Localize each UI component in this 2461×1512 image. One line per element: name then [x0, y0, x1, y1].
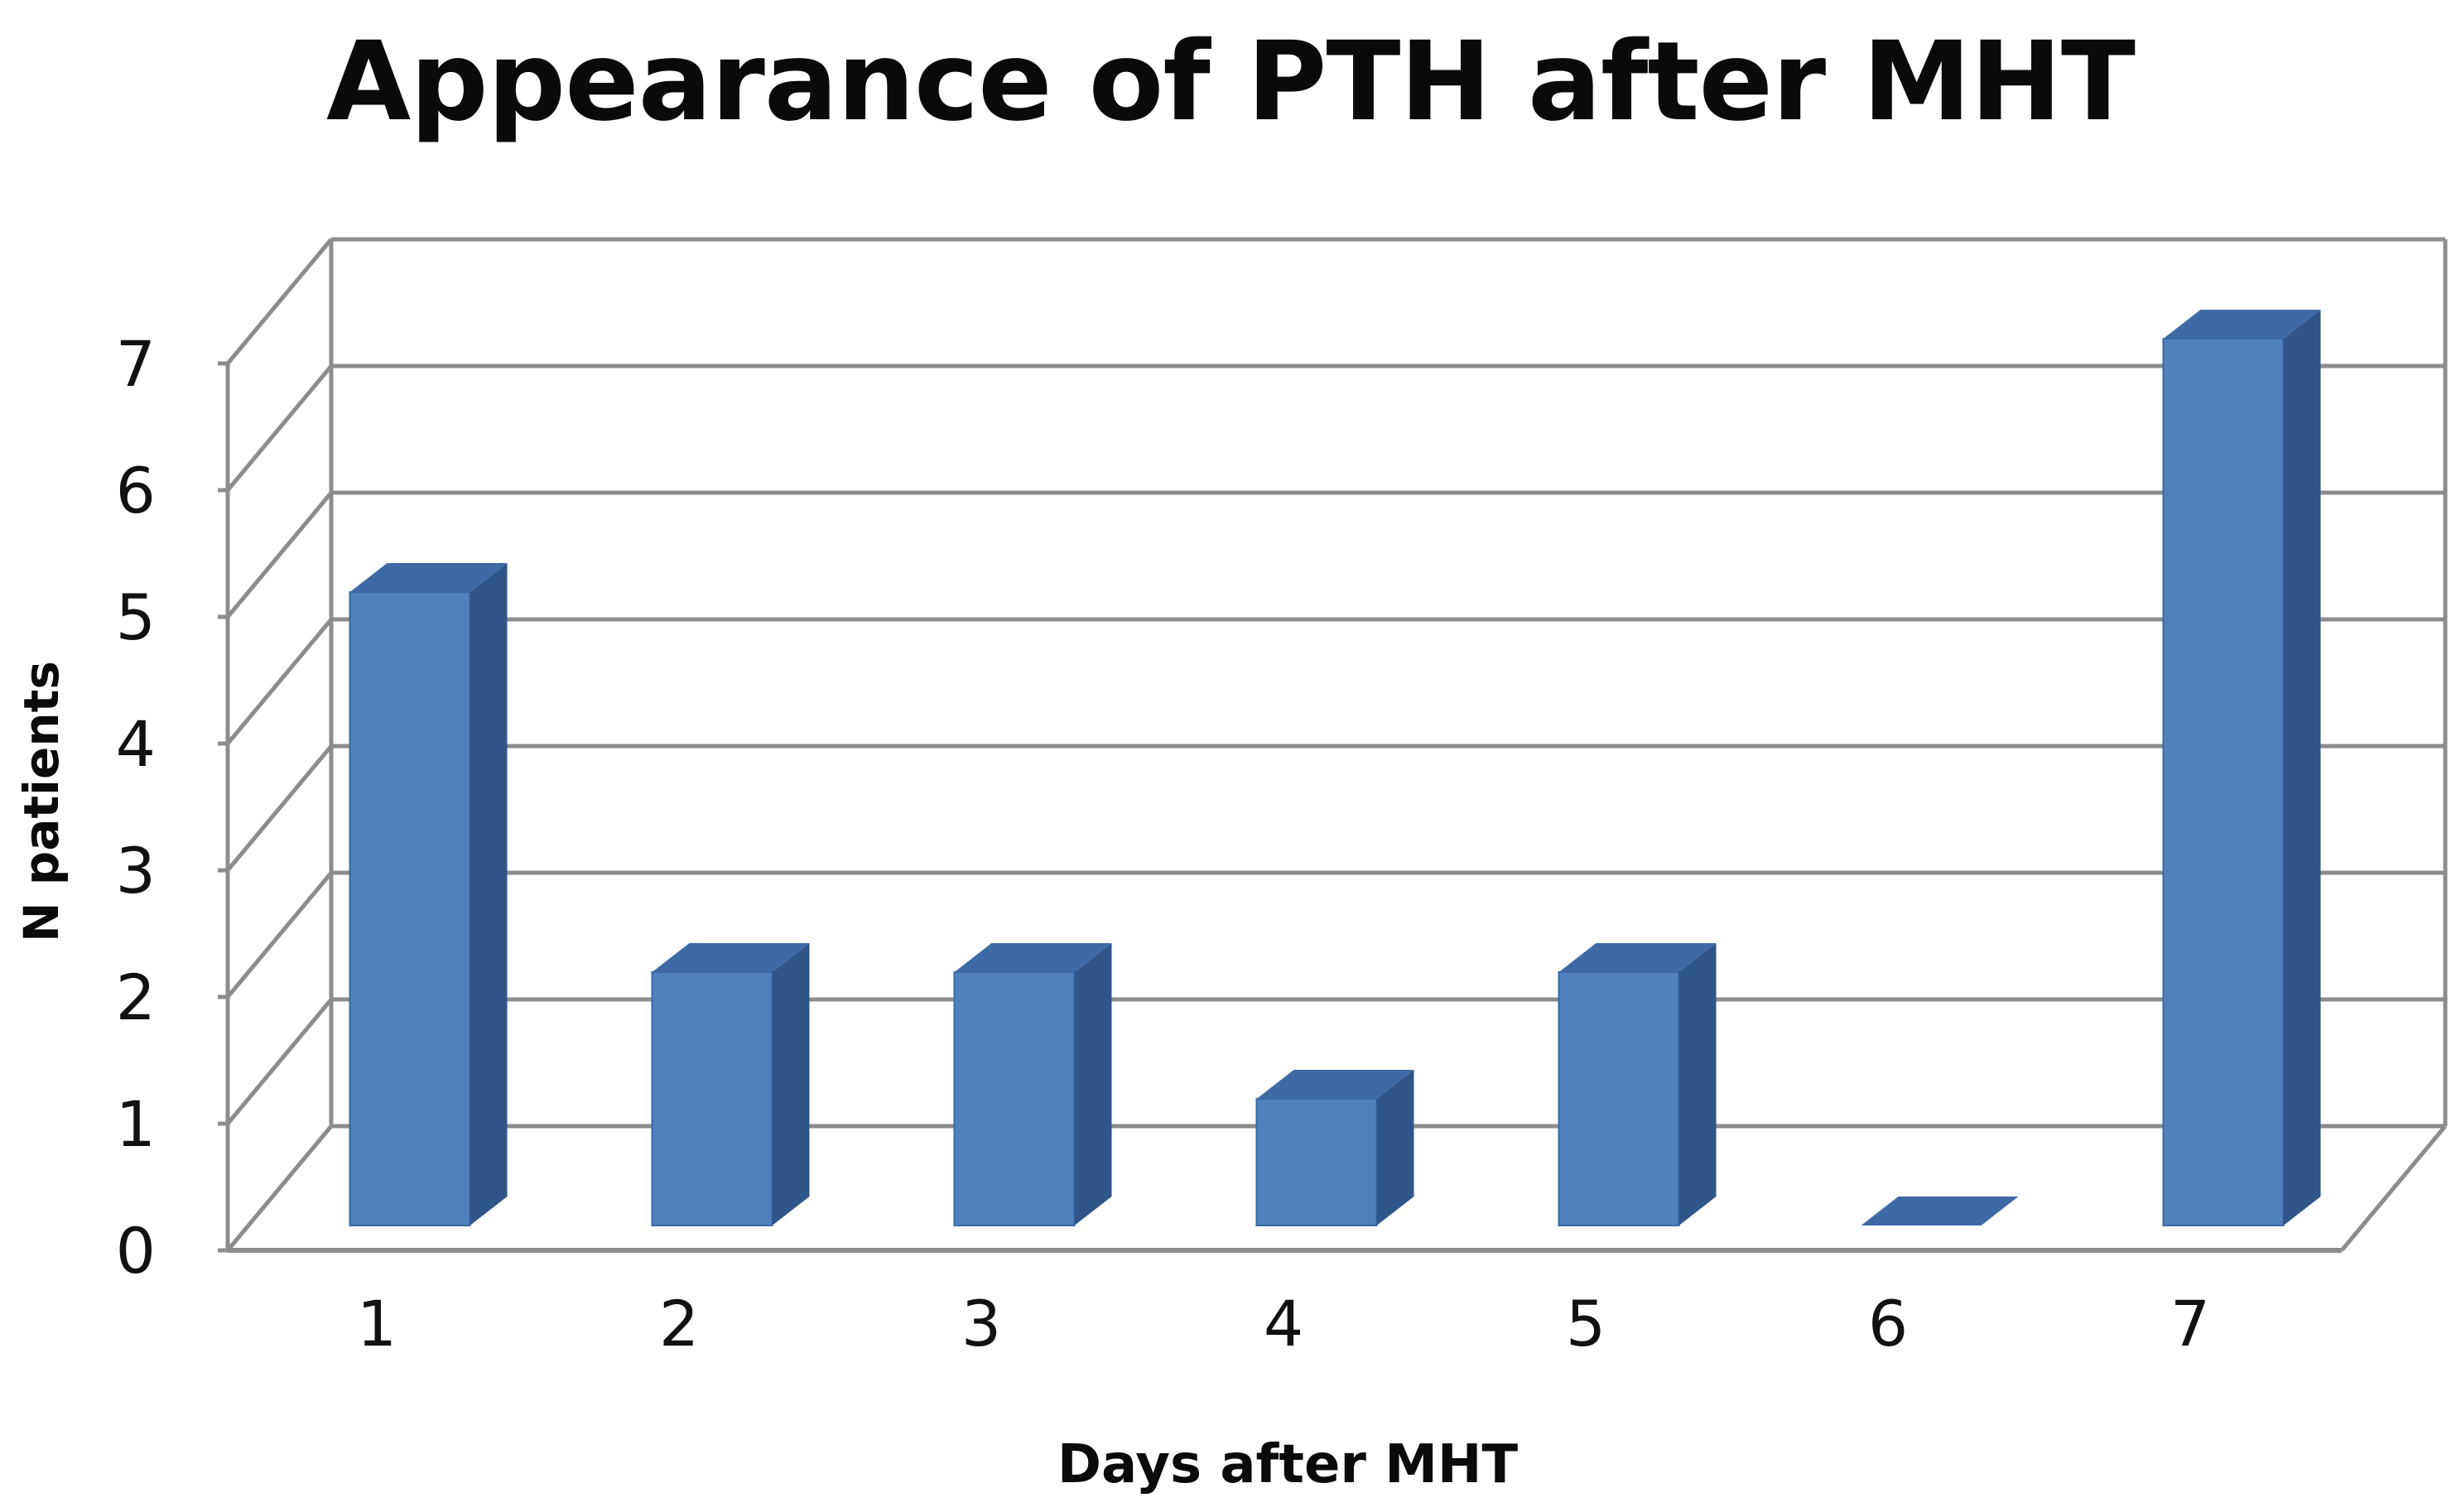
bar — [349, 563, 508, 1226]
bar-front — [651, 971, 773, 1226]
chart-grid — [218, 237, 2448, 1253]
bar — [651, 943, 810, 1226]
gridline-depth — [226, 871, 333, 999]
x-axis-label: Days after MHT — [1057, 1434, 1519, 1495]
bar-front — [349, 591, 471, 1226]
y-tick-label: 1 — [116, 1087, 156, 1161]
x-tick-label: 2 — [659, 1287, 699, 1360]
gridline-depth — [226, 491, 333, 619]
x-axis-ticks: 1 2 3 4 5 6 7 — [357, 1287, 2210, 1360]
y-tick-label: 0 — [116, 1214, 156, 1288]
gridline-depth — [226, 1124, 333, 1252]
bar-top — [1861, 1197, 2019, 1225]
gridline-depth — [226, 238, 333, 365]
x-tick-label: 5 — [1566, 1287, 1606, 1360]
bar-side — [470, 563, 508, 1225]
y-tick-label: 5 — [116, 580, 156, 654]
x-tick-label: 7 — [2170, 1287, 2210, 1360]
gridline-depth — [226, 998, 333, 1125]
x-tick-label: 3 — [961, 1287, 1001, 1360]
bar-top — [349, 563, 508, 592]
bar-front — [953, 971, 1076, 1226]
bar-side — [1376, 1070, 1414, 1225]
bar-front — [1255, 1098, 1378, 1226]
y-tick-label: 3 — [116, 834, 156, 908]
x-tick-label: 6 — [1868, 1287, 1908, 1360]
y-tick-label: 2 — [116, 961, 156, 1034]
chart-title: Appearance of PTH after MHT — [326, 18, 2136, 146]
y-tick-label: 4 — [116, 707, 156, 781]
bar — [1558, 943, 1717, 1226]
bars — [349, 310, 2321, 1226]
gridline-depth — [226, 364, 333, 492]
bar — [953, 943, 1112, 1226]
bar-top — [1558, 943, 1717, 972]
floor-right-edge — [2340, 1124, 2447, 1252]
gridline-depth — [226, 618, 333, 745]
bar-side — [2283, 310, 2321, 1225]
y-tick-label: 6 — [116, 454, 156, 527]
gridline-depth — [226, 744, 333, 872]
bar-side — [1678, 943, 1717, 1225]
y-axis-ticks: 0 1 2 3 4 5 6 7 — [116, 327, 156, 1288]
y-axis-label: N patients — [13, 661, 70, 942]
x-tick-label: 1 — [357, 1287, 397, 1360]
x-tick-label: 4 — [1264, 1287, 1303, 1360]
bar-front — [2162, 338, 2285, 1226]
bar-top — [954, 943, 1112, 972]
bar-top — [2163, 310, 2321, 339]
bar — [1861, 1197, 2019, 1225]
bar-side — [772, 943, 810, 1225]
bar — [2162, 310, 2321, 1226]
y-tick-label: 7 — [116, 327, 156, 401]
bar-front — [1558, 971, 1680, 1226]
bar-side — [1074, 943, 1112, 1225]
bar — [1255, 1070, 1414, 1226]
bar-top — [1256, 1070, 1414, 1099]
bar-top — [652, 943, 810, 972]
